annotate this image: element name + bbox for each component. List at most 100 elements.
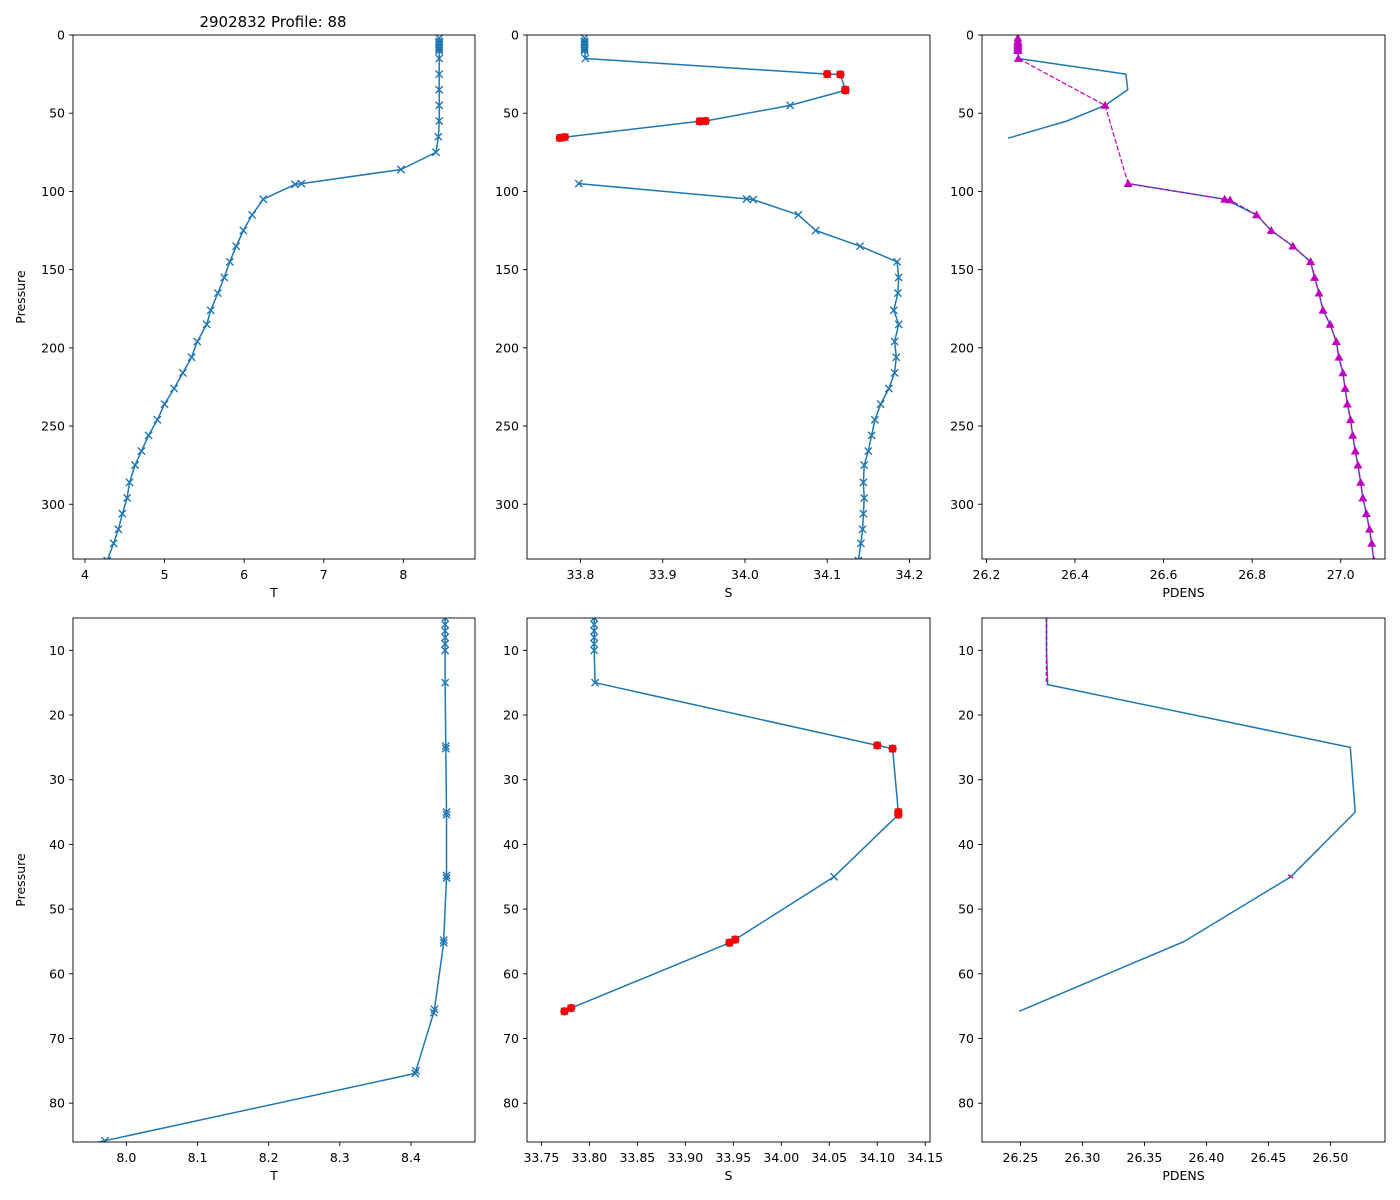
top-pdens-flag-dashed-line bbox=[1017, 38, 1375, 559]
bottom-pdens-x-tick-label: 26.45 bbox=[1251, 1150, 1287, 1165]
top-pdens-axes-frame bbox=[981, 34, 1386, 560]
bottom-pdens-y-tick-label: 40 bbox=[958, 837, 974, 852]
bottom-s-x-tick-label: 33.85 bbox=[619, 1150, 655, 1165]
bottom-t-x-tick-label: 8.4 bbox=[401, 1150, 421, 1165]
bottom-t-data-point bbox=[441, 618, 450, 623]
bottom-s-y-tick-label: 60 bbox=[503, 966, 519, 981]
bottom-t-data-point bbox=[442, 871, 451, 880]
top-s-x-tick-label: 34.0 bbox=[731, 567, 759, 582]
top-s-data-point bbox=[811, 226, 820, 235]
top-t-data-point bbox=[130, 461, 140, 470]
top-s-x-tick-label: 34.1 bbox=[813, 567, 841, 582]
top-s-data-point bbox=[876, 400, 885, 409]
top-t-data-point bbox=[220, 273, 229, 282]
bottom-t-data-point bbox=[441, 744, 450, 753]
bottom-t-y-tick-label: 10 bbox=[49, 643, 65, 658]
top-s-flagged-point bbox=[836, 70, 845, 79]
top-t-data-point bbox=[435, 101, 444, 110]
top-s-data-point bbox=[580, 43, 589, 52]
bottom-pdens-panel: 26.25 26.30 26.35 26.40 26.45 26.50 10 20 30 40 50… bbox=[958, 617, 1386, 1183]
top-pdens-panel: 26.2 26.4 26.6 26.8 27.0 0 50 100 150 200 250 300 PD… bbox=[950, 28, 1386, 600]
bottom-s-x-tick-label: 34.10 bbox=[859, 1150, 895, 1165]
top-s-y-tick-label: 250 bbox=[495, 419, 519, 434]
bottom-pdens-x-tick-label: 26.25 bbox=[1003, 1150, 1039, 1165]
bottom-t-data-point bbox=[429, 1008, 438, 1017]
top-t-y-tick-label: 0 bbox=[57, 28, 65, 43]
top-s-x-tick-label: 34.2 bbox=[896, 567, 924, 582]
top-s-data-point bbox=[894, 320, 903, 329]
bottom-s-x-tick-label: 34.05 bbox=[811, 1150, 847, 1165]
top-pdens-density-marker bbox=[1314, 288, 1324, 297]
top-pdens-density-marker bbox=[1358, 493, 1368, 502]
top-pdens-x-tick-label: 26.6 bbox=[1150, 567, 1178, 582]
top-t-data-point bbox=[435, 85, 444, 94]
bottom-pdens-x-tick-label: 26.35 bbox=[1127, 1150, 1163, 1165]
top-s-y-tick-label: 50 bbox=[503, 106, 519, 121]
top-pdens-density-marker bbox=[1348, 430, 1358, 439]
top-pdens-density-marker bbox=[1225, 195, 1235, 204]
top-s-y-tick-label: 150 bbox=[495, 262, 519, 277]
bottom-t-data-point bbox=[441, 741, 450, 751]
bottom-pdens-series-line-0 bbox=[1018, 618, 1356, 1012]
bottom-t-data-point bbox=[442, 873, 451, 883]
top-t-data-point bbox=[206, 306, 215, 315]
bottom-t-plot-area bbox=[79, 618, 451, 1142]
bottom-pdens-y-tick-label: 20 bbox=[958, 708, 974, 723]
bottom-t-y-tick-label: 30 bbox=[49, 772, 65, 787]
bottom-s-flagged-point bbox=[566, 1003, 576, 1013]
top-pdens-density-marker bbox=[1252, 210, 1262, 219]
top-t-x-tick-label: 8 bbox=[399, 567, 407, 582]
top-t-axes-frame bbox=[72, 34, 476, 560]
top-s-data-point bbox=[893, 257, 902, 266]
top-t-data-point bbox=[109, 539, 118, 548]
top-pdens-y-tick-label: 50 bbox=[958, 106, 974, 121]
top-pdens-y-tick-label: 300 bbox=[950, 497, 974, 512]
top-t-data-point bbox=[259, 195, 268, 204]
top-pdens-density-marker bbox=[1013, 53, 1023, 62]
top-t-data-point bbox=[248, 210, 257, 219]
top-s-flagged-point bbox=[822, 69, 832, 79]
bottom-s-flagged-point bbox=[725, 938, 734, 947]
top-s-y-tick-label: 100 bbox=[495, 184, 519, 199]
bottom-t-y-axis-label: Pressure bbox=[13, 853, 28, 907]
top-s-data-point bbox=[860, 493, 869, 503]
top-s-x-tick-label: 33.9 bbox=[649, 567, 677, 582]
top-t-data-point bbox=[435, 70, 444, 79]
top-pdens-series-line-1 bbox=[1127, 182, 1375, 559]
top-pdens-density-marker bbox=[1266, 226, 1276, 234]
top-t-y-tick-label: 100 bbox=[41, 184, 65, 199]
bottom-pdens-x-tick-label: 26.50 bbox=[1313, 1150, 1349, 1165]
bottom-s-panel: 33.75 33.80 33.85 33.90 33.95 34.00 34.05 34.10… bbox=[503, 617, 943, 1183]
top-pdens-density-marker bbox=[1340, 384, 1350, 392]
top-pdens-y-tick-label: 200 bbox=[950, 340, 974, 355]
top-pdens-density-marker bbox=[1365, 524, 1374, 533]
bottom-t-axes-frame bbox=[72, 617, 476, 1143]
bottom-t-series-line-0 bbox=[95, 618, 448, 1142]
bottom-t-y-tick-label: 50 bbox=[49, 902, 65, 917]
top-t-data-point bbox=[103, 556, 112, 559]
top-s-y-tick-label: 300 bbox=[495, 497, 519, 512]
top-pdens-density-marker bbox=[1123, 179, 1133, 187]
bottom-t-x-tick-label: 8.2 bbox=[259, 1150, 279, 1165]
top-s-data-point bbox=[854, 556, 863, 559]
top-pdens-density-marker bbox=[1100, 100, 1110, 109]
top-t-data-point bbox=[435, 44, 444, 54]
top-s-data-point bbox=[794, 210, 803, 219]
top-t-data-point bbox=[435, 116, 444, 126]
top-t-plot-area bbox=[103, 35, 444, 559]
bottom-t-x-tick-label: 8.3 bbox=[330, 1150, 350, 1165]
bottom-s-x-tick-label: 34.00 bbox=[763, 1150, 799, 1165]
bottom-s-x-tick-label: 33.95 bbox=[715, 1150, 751, 1165]
top-s-data-point bbox=[749, 195, 758, 204]
bottom-pdens-x-tick-label: 26.30 bbox=[1065, 1150, 1101, 1165]
top-pdens-density-marker bbox=[1353, 460, 1363, 469]
bottom-t-x-tick-label: 8.1 bbox=[188, 1150, 208, 1165]
bottom-pdens-plot-area bbox=[1018, 618, 1356, 1012]
top-s-data-point bbox=[884, 384, 893, 393]
bottom-s-data-point bbox=[590, 620, 599, 629]
top-pdens-x-tick-label: 26.8 bbox=[1238, 567, 1266, 582]
top-t-data-point bbox=[118, 509, 127, 518]
top-t-data-point bbox=[435, 54, 444, 63]
bottom-s-data-point bbox=[590, 618, 599, 623]
top-t-data-point bbox=[125, 478, 134, 487]
